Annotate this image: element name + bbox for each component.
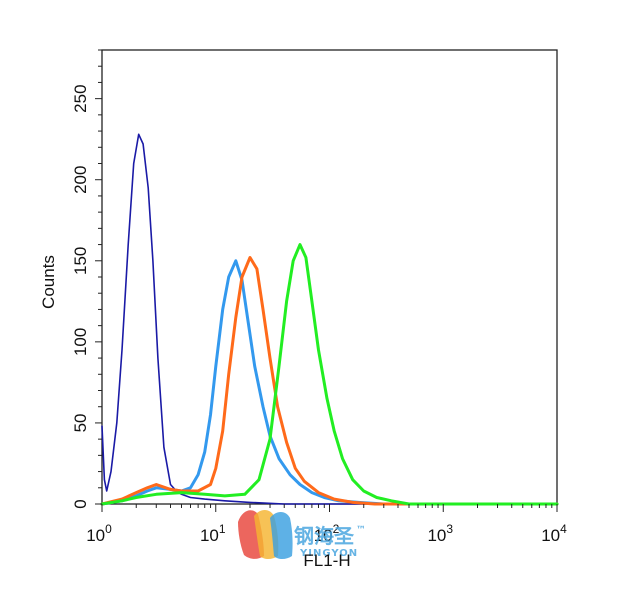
x-axis: 100 101 102 103 104	[86, 504, 567, 545]
y-tick-label: 200	[71, 166, 90, 194]
x-tick-label: 102	[314, 522, 340, 545]
histogram-curves	[100, 133, 559, 506]
x-tick-label: 101	[200, 522, 226, 545]
histogram-series-1	[101, 133, 558, 505]
histogram-series-3	[100, 256, 559, 506]
logo-text-cn: 钢海圣	[294, 524, 355, 548]
histogram-series-2	[100, 259, 559, 506]
histogram-series-4	[100, 243, 559, 506]
watermark-logo: 钢海圣 ™ YINGYON	[238, 510, 366, 559]
plot-area	[101, 49, 558, 505]
x-tick-label: 103	[427, 522, 453, 545]
y-tick-label: 150	[71, 247, 90, 275]
x-tick-label: 100	[86, 522, 112, 545]
y-tick-label: 100	[71, 328, 90, 356]
y-axis-label: Counts	[39, 255, 58, 309]
plot-frame	[101, 49, 558, 505]
x-axis-label: FL1-H	[303, 551, 350, 570]
y-tick-label: 0	[71, 499, 90, 508]
logo-text-en: YINGYON	[299, 548, 358, 559]
logo-trademark: ™	[356, 525, 366, 536]
logo-icon	[238, 510, 293, 559]
y-tick-label: 250	[71, 84, 90, 112]
y-tick-label: 50	[71, 413, 90, 432]
y-axis: 0 50 100 150 200 250	[71, 49, 102, 509]
x-tick-label: 104	[541, 522, 567, 545]
